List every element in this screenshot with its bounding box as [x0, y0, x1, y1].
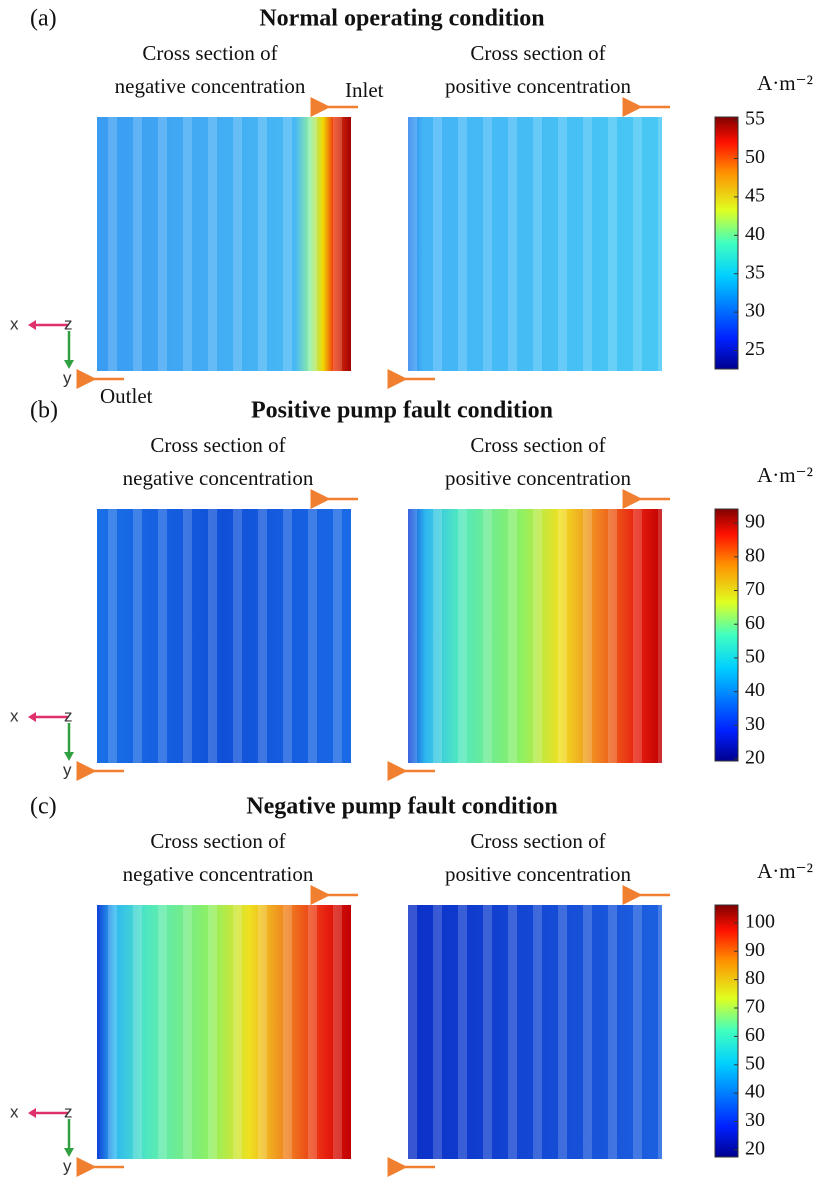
- colorbar: [714, 116, 739, 370]
- colorbar-tick-label: 80: [745, 967, 765, 989]
- colorbar-tick-label: 40: [745, 223, 765, 245]
- colorbar-tick-label: 100: [745, 910, 775, 932]
- caption: positive concentration: [445, 74, 632, 98]
- caption: Cross section of: [470, 433, 605, 457]
- colorbar-tick-label: 25: [745, 338, 765, 360]
- colorbar-tick-label: 70: [745, 996, 765, 1018]
- colorbar-tick-label: 40: [745, 1081, 765, 1103]
- axis-y-label: y: [63, 1156, 72, 1175]
- caption: negative concentration: [123, 466, 314, 490]
- panel-title: Negative pump fault condition: [246, 794, 557, 820]
- heatmap-stripes: [408, 905, 662, 1159]
- heatmap-stripes: [408, 509, 662, 763]
- caption: Cross section of: [150, 433, 285, 457]
- panel-title: Normal operating condition: [259, 6, 544, 32]
- colorbar-tick-label: 60: [745, 612, 765, 634]
- axis-y-label: y: [63, 368, 72, 387]
- caption: positive concentration: [445, 466, 632, 490]
- colorbar-unit: A·m⁻²: [757, 71, 813, 95]
- colorbar-unit: A·m⁻²: [757, 463, 813, 487]
- colorbar-tick-label: 55: [745, 108, 765, 130]
- heatmap-stripes: [97, 509, 351, 763]
- colorbar-tick-label: 45: [745, 184, 765, 206]
- caption: Cross section of: [470, 829, 605, 853]
- axis-x-head: [28, 1108, 36, 1118]
- colorbar-tick-label: 80: [745, 544, 765, 566]
- axis-x-label: x: [10, 706, 19, 725]
- axis-z-label: z: [64, 314, 73, 333]
- axis-y-head: [64, 360, 74, 369]
- axis-y-label: y: [63, 760, 72, 779]
- axis-z-label: z: [64, 706, 73, 725]
- colorbar-tick-label: 30: [745, 1109, 765, 1131]
- caption: Cross section of: [470, 41, 605, 65]
- panel-label: (a): [30, 6, 57, 32]
- caption: Cross section of: [150, 829, 285, 853]
- colorbar-tick-label: 20: [745, 747, 765, 769]
- axis-x-head: [28, 712, 36, 722]
- colorbar-tick-label: 70: [745, 578, 765, 600]
- caption: Cross section of: [142, 41, 277, 65]
- colorbar-unit: A·m⁻²: [757, 859, 813, 883]
- caption: negative concentration: [115, 74, 306, 98]
- inlet-label: Inlet: [345, 78, 384, 102]
- colorbar-tick-label: 90: [745, 511, 765, 533]
- colorbar-tick-label: 50: [745, 1052, 765, 1074]
- colorbar-tick-label: 90: [745, 939, 765, 961]
- colorbar-tick-label: 35: [745, 261, 765, 283]
- axis-z-label: z: [64, 1102, 73, 1121]
- colorbar-tick-label: 30: [745, 713, 765, 735]
- colorbar-tick-label: 60: [745, 1024, 765, 1046]
- heatmap-stripes: [408, 117, 662, 371]
- axis-x-head: [28, 320, 36, 330]
- colorbar-tick-label: 50: [745, 146, 765, 168]
- caption: positive concentration: [445, 862, 632, 886]
- axis-x-label: x: [10, 1102, 19, 1121]
- colorbar-tick-label: 20: [745, 1137, 765, 1159]
- colorbar-tick-label: 30: [745, 300, 765, 322]
- colorbar: [714, 508, 739, 762]
- caption: negative concentration: [123, 862, 314, 886]
- outlet-label: Outlet: [100, 384, 153, 408]
- panel-label: (c): [30, 794, 57, 820]
- heatmap-stripes: [97, 117, 351, 371]
- colorbar-tick-label: 40: [745, 679, 765, 701]
- colorbar: [714, 904, 739, 1158]
- panel-title: Positive pump fault condition: [251, 398, 553, 424]
- heatmap-stripes: [97, 905, 351, 1159]
- axis-y-head: [64, 1148, 74, 1157]
- axis-x-label: x: [10, 314, 19, 333]
- panel-label: (b): [30, 398, 58, 424]
- colorbar-tick-label: 50: [745, 646, 765, 668]
- axis-y-head: [64, 752, 74, 761]
